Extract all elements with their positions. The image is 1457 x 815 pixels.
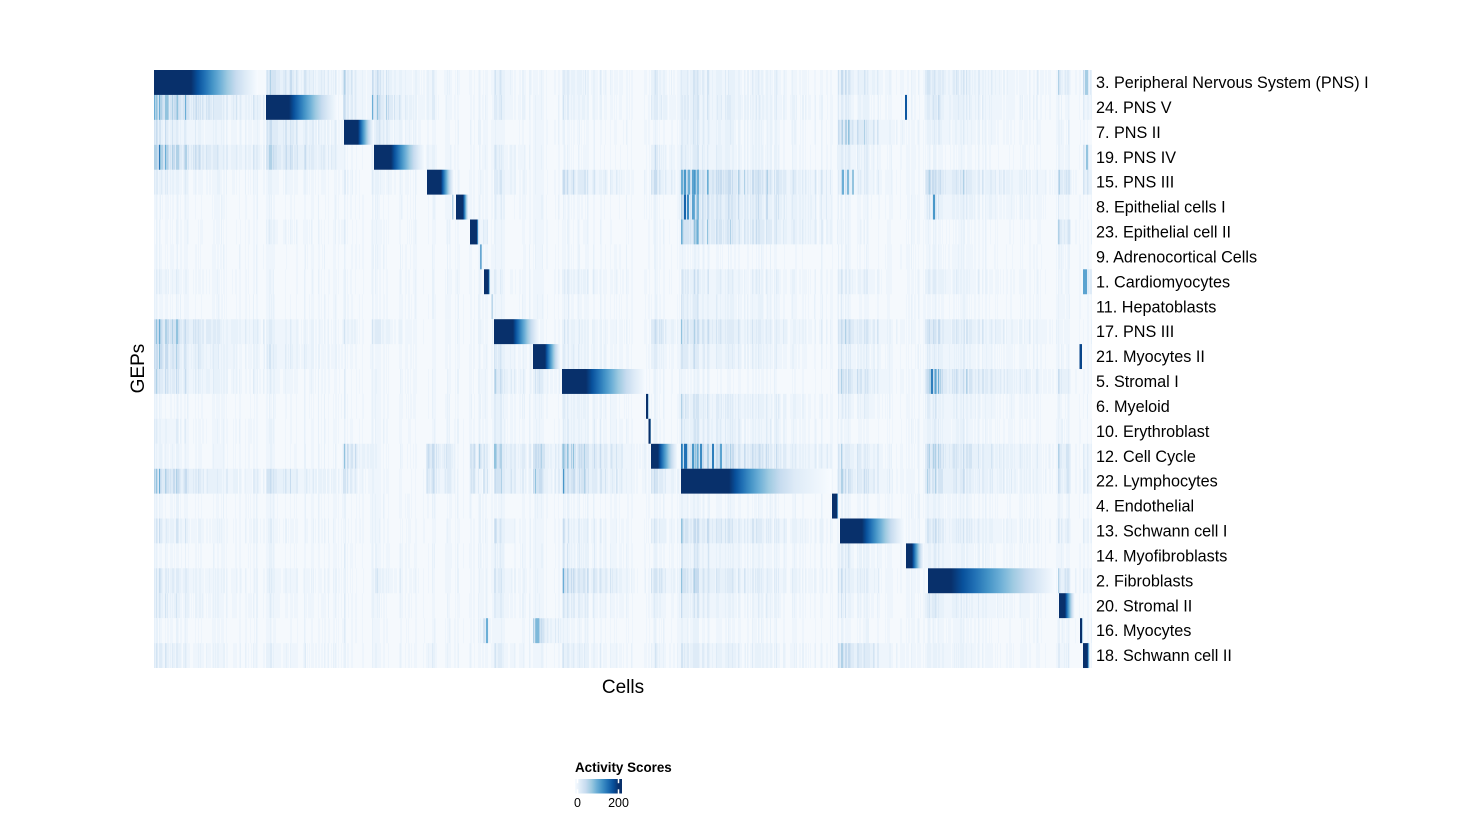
svg-text:9. Adrenocortical Cells: 9. Adrenocortical Cells <box>1096 249 1257 267</box>
svg-text:19. PNS IV: 19. PNS IV <box>1096 149 1176 167</box>
svg-text:12. Cell Cycle: 12. Cell Cycle <box>1096 448 1196 466</box>
svg-text:21. Myocytes II: 21. Myocytes II <box>1096 348 1205 366</box>
svg-text:5. Stromal I: 5. Stromal I <box>1096 373 1179 391</box>
svg-text:200: 200 <box>608 796 629 810</box>
svg-text:GEPs: GEPs <box>128 344 149 394</box>
svg-text:6. Myeloid: 6. Myeloid <box>1096 398 1170 416</box>
svg-text:Cells: Cells <box>602 677 644 698</box>
svg-text:18. Schwann cell II: 18. Schwann cell II <box>1096 647 1232 665</box>
svg-text:7. PNS II: 7. PNS II <box>1096 124 1161 142</box>
svg-text:22. Lymphocytes: 22. Lymphocytes <box>1096 473 1218 491</box>
svg-text:17. PNS III: 17. PNS III <box>1096 323 1174 341</box>
svg-text:2. Fibroblasts: 2. Fibroblasts <box>1096 572 1193 590</box>
svg-text:Activity Scores: Activity Scores <box>575 760 672 775</box>
svg-text:20. Stromal II: 20. Stromal II <box>1096 597 1192 615</box>
svg-text:23. Epithelial cell II: 23. Epithelial cell II <box>1096 224 1231 242</box>
svg-text:1. Cardiomyocytes: 1. Cardiomyocytes <box>1096 273 1230 291</box>
svg-text:24. PNS V: 24. PNS V <box>1096 99 1172 117</box>
svg-text:8. Epithelial cells I: 8. Epithelial cells I <box>1096 199 1226 217</box>
svg-text:10. Erythroblast: 10. Erythroblast <box>1096 423 1210 441</box>
svg-text:4. Endothelial: 4. Endothelial <box>1096 498 1194 516</box>
svg-text:0: 0 <box>574 796 581 810</box>
svg-text:11. Hepatoblasts: 11. Hepatoblasts <box>1096 298 1216 316</box>
svg-text:13. Schwann cell I: 13. Schwann cell I <box>1096 523 1227 541</box>
svg-text:16. Myocytes: 16. Myocytes <box>1096 622 1191 640</box>
svg-text:14. Myofibroblasts: 14. Myofibroblasts <box>1096 548 1227 566</box>
svg-text:15. PNS III: 15. PNS III <box>1096 174 1174 192</box>
svg-text:3. Peripheral Nervous System (: 3. Peripheral Nervous System (PNS) I <box>1096 74 1369 92</box>
